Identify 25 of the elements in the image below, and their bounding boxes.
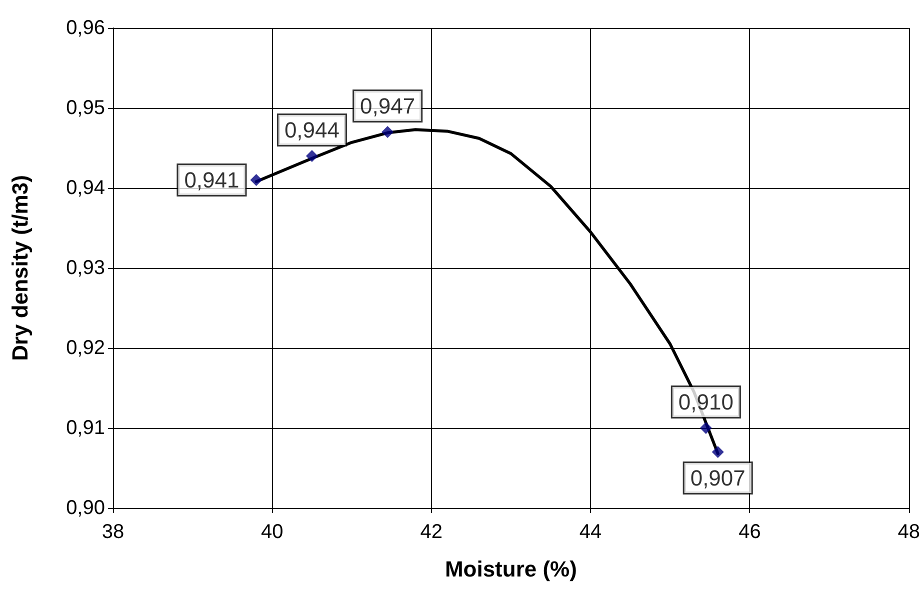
x-tick-label: 42 bbox=[420, 521, 442, 543]
data-label: 0,941 bbox=[184, 168, 240, 192]
y-tick-label: 0,95 bbox=[66, 97, 105, 119]
point bbox=[250, 174, 262, 186]
x-tick-label: 46 bbox=[738, 521, 761, 543]
y-tick-label: 0,92 bbox=[66, 337, 105, 359]
x-tick-label: 44 bbox=[579, 521, 602, 543]
y-tick-label: 0,93 bbox=[66, 257, 105, 279]
y-tick-label: 0,90 bbox=[66, 497, 105, 519]
x-tick-label: 40 bbox=[261, 521, 284, 543]
data-label: 0,944 bbox=[284, 118, 340, 142]
data-label: 0,910 bbox=[678, 390, 734, 414]
data-label: 0,947 bbox=[360, 94, 416, 118]
y-axis-title: Dry density (t/m3) bbox=[8, 175, 32, 361]
data-label: 0,907 bbox=[690, 466, 746, 490]
y-tick-label: 0,91 bbox=[66, 417, 105, 439]
x-tick-label: 48 bbox=[898, 521, 920, 543]
point bbox=[382, 126, 394, 138]
point bbox=[712, 446, 724, 458]
y-tick-label: 0,94 bbox=[66, 177, 105, 199]
point bbox=[306, 150, 318, 162]
x-tick-label: 38 bbox=[102, 521, 124, 543]
point bbox=[700, 422, 712, 434]
x-axis-title: Moisture (%) bbox=[444, 556, 577, 582]
y-tick-label: 0,96 bbox=[66, 17, 105, 39]
